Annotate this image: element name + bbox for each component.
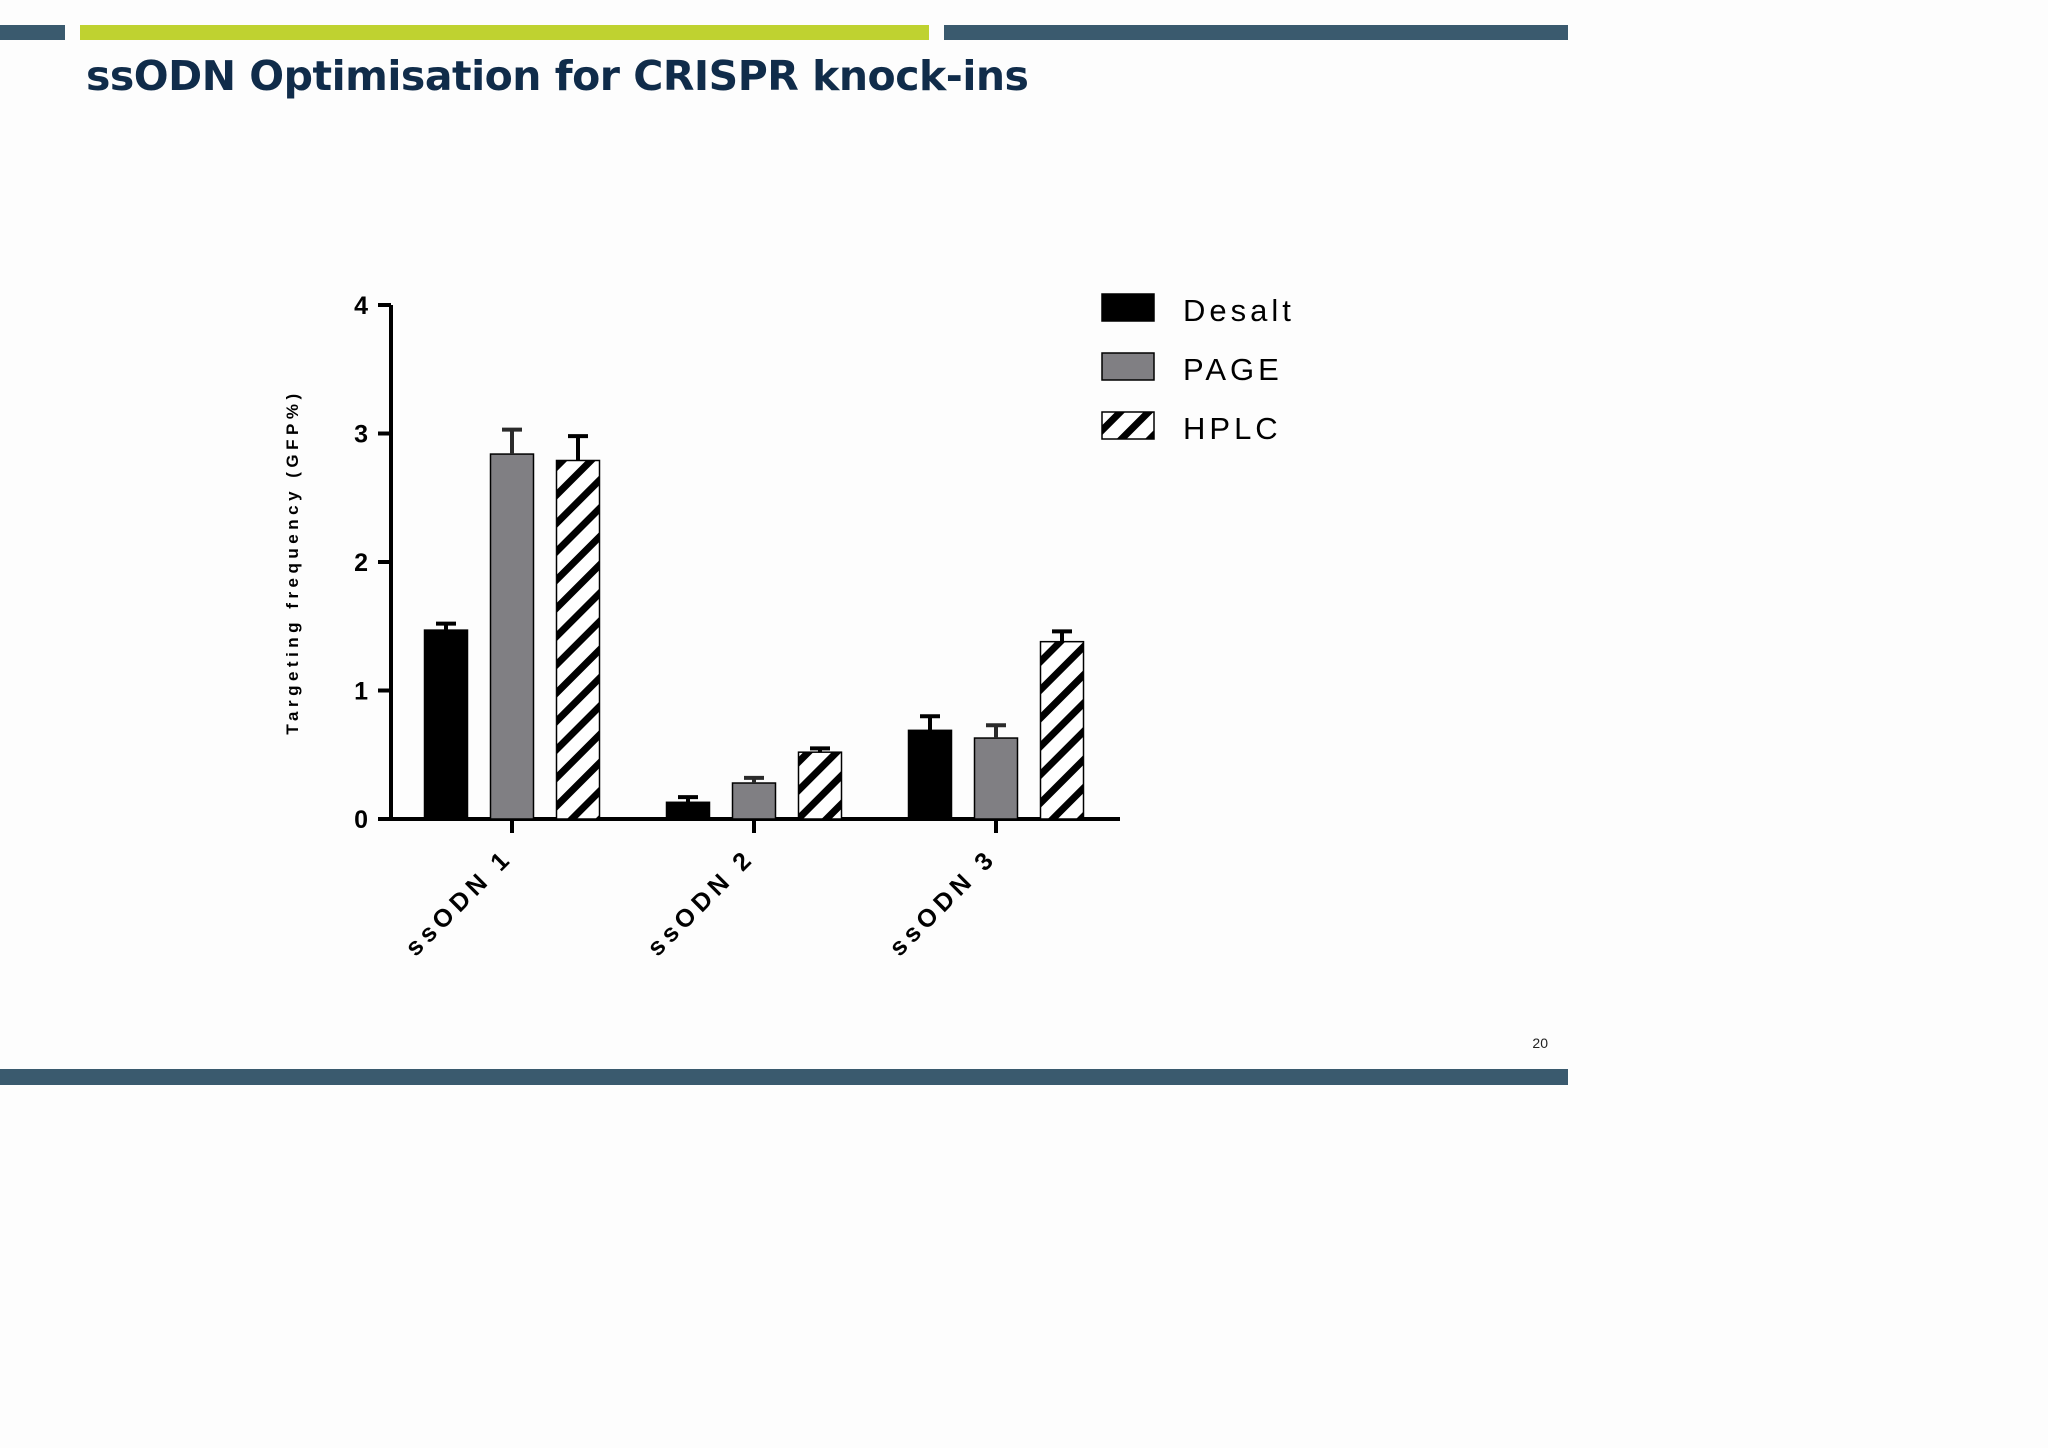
- y-tick-label: 0: [354, 806, 368, 834]
- legend-label-desalt: Desalt: [1183, 293, 1295, 328]
- x-category-label: ssODN 3: [884, 843, 1002, 961]
- legend-label-page: PAGE: [1183, 352, 1283, 387]
- x-category-label: ssODN 2: [642, 843, 760, 961]
- header-bar-left: [0, 25, 65, 40]
- x-category-label: ssODN 1: [400, 843, 518, 961]
- chart-legend: Desalt PAGE HPLC: [1101, 293, 1295, 446]
- y-tick-label: 4: [354, 292, 368, 320]
- bar-hplc: [797, 751, 843, 820]
- bar-hplc: [1039, 640, 1085, 820]
- bar-desalt: [907, 729, 953, 820]
- legend-label-hplc: HPLC: [1183, 411, 1282, 446]
- chart-bars: [423, 427, 1085, 820]
- bar-page: [731, 782, 777, 820]
- legend-swatch-page: [1101, 352, 1155, 381]
- y-tick-label: 2: [354, 549, 368, 577]
- bar-desalt: [665, 801, 711, 820]
- header-bar-right: [944, 25, 1568, 40]
- header-bar-accent: [80, 25, 929, 40]
- legend-swatch-desalt: [1101, 293, 1155, 322]
- bar-chart: 0 1 2 3 4 Targeting frequency (GFP%) ssODN 1 ss…: [283, 292, 1295, 962]
- y-axis-label: Targeting frequency (GFP%): [283, 389, 302, 734]
- footer-bar: [0, 1069, 1568, 1085]
- bar-page: [489, 453, 535, 820]
- bar-page: [973, 737, 1019, 820]
- bar-desalt: [423, 629, 469, 820]
- bar-hplc: [555, 459, 601, 820]
- y-tick-label: 3: [354, 421, 368, 449]
- slide-title: ssODN Optimisation for CRISPR knock-ins: [86, 52, 1029, 100]
- legend-swatch-hplc: [1101, 411, 1155, 440]
- page-number: 20: [1532, 1035, 1548, 1051]
- y-tick-label: 1: [354, 678, 368, 706]
